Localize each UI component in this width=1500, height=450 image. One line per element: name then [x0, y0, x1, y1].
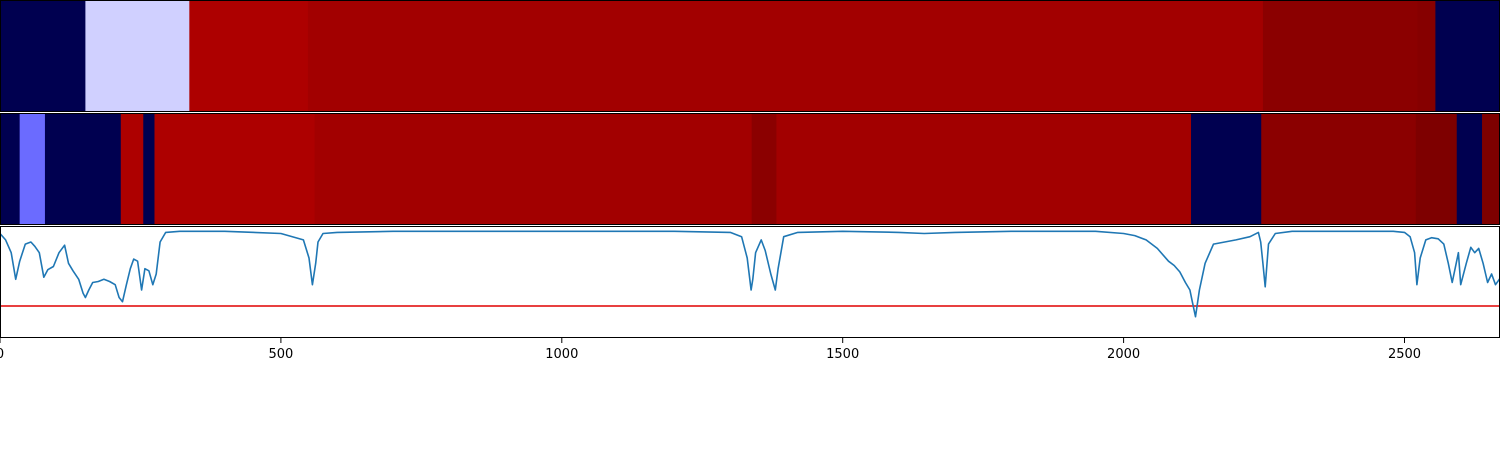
series-line	[0, 230, 1500, 318]
line-panel	[0, 230, 1500, 318]
heatmap-segment	[307, 0, 1264, 112]
heatmap-segment	[1417, 0, 1436, 112]
heatmap-panel-middle	[0, 113, 1500, 225]
heatmap-segment	[1435, 0, 1500, 112]
heatmap-segment	[0, 113, 21, 225]
heatmap-segment	[189, 0, 309, 112]
heatmap-segment	[154, 113, 316, 225]
heatmap-segment	[44, 113, 122, 225]
heatmap-segment	[1456, 113, 1483, 225]
heatmap-segment	[1261, 113, 1417, 225]
heatmap-segment	[751, 113, 777, 225]
x-tick-label: 1000	[545, 347, 578, 362]
heatmap-segment	[143, 113, 155, 225]
x-tick-label: 500	[268, 347, 293, 362]
x-tick-label: 2500	[1388, 347, 1421, 362]
heatmap-segment	[0, 0, 86, 112]
heatmap-segment	[1482, 113, 1500, 225]
x-tick-label: 2000	[1107, 347, 1140, 362]
heatmap-segment	[85, 0, 190, 112]
heatmap-segment	[19, 113, 46, 225]
x-tick-label: 0	[0, 347, 4, 362]
heatmap-segment	[314, 113, 753, 225]
heatmap-segment	[120, 113, 144, 225]
heatmap-panel-top	[0, 0, 1500, 112]
x-tick-label: 1500	[826, 347, 859, 362]
heatmap-segment	[1262, 0, 1418, 112]
heatmap-segment	[1191, 113, 1262, 225]
heatmap-segment	[776, 113, 1192, 225]
heatmap-segment	[1415, 113, 1458, 225]
x-axis: 0 500 1000 1500 2000 2500	[0, 338, 1421, 362]
